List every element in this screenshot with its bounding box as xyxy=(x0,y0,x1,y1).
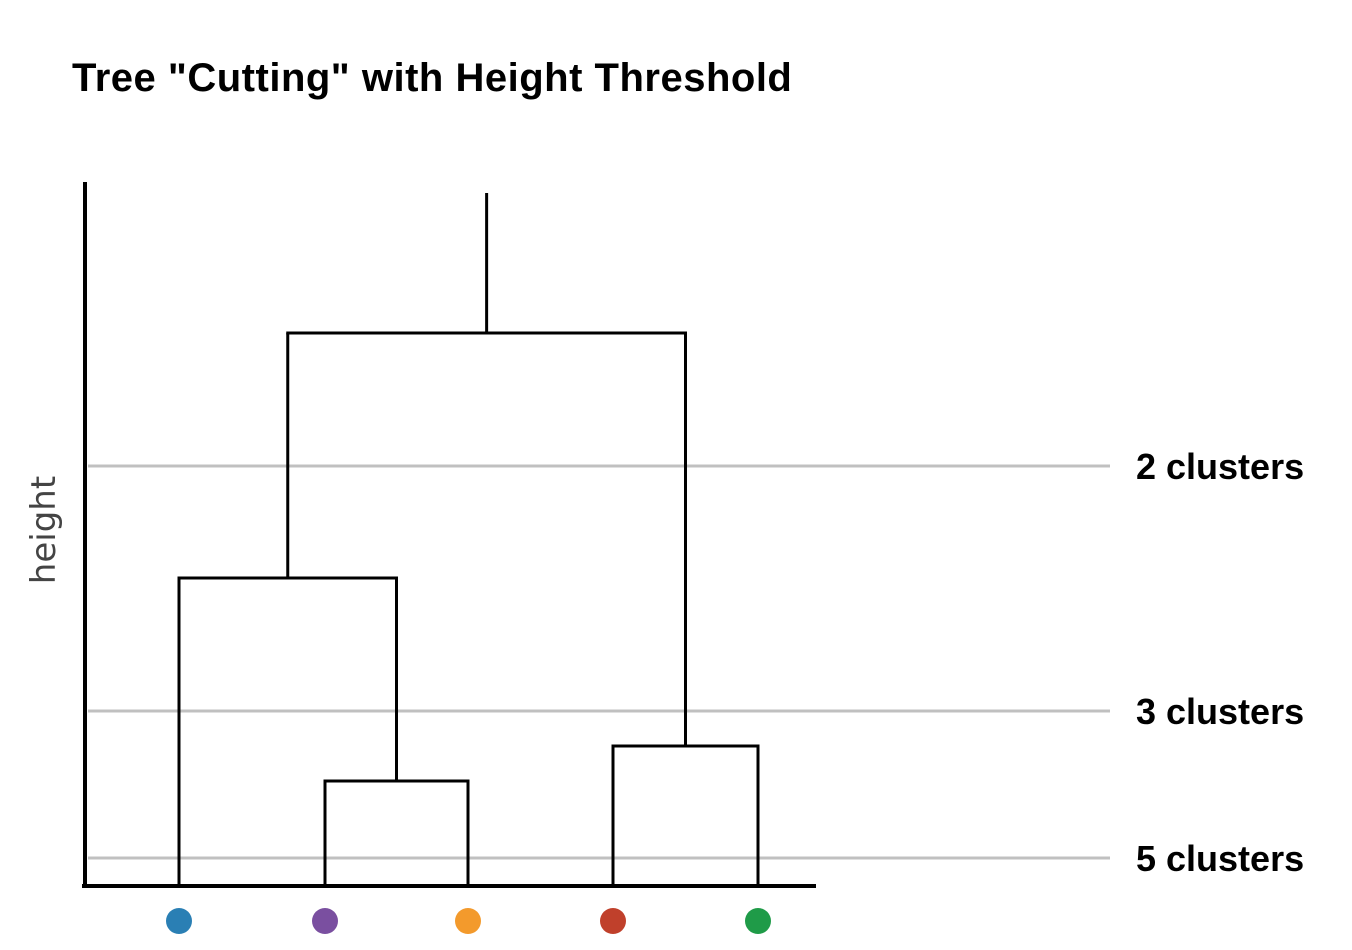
leaf-dot-3 xyxy=(455,908,481,934)
leaf-dot-5 xyxy=(745,908,771,934)
threshold-label-2: 3 clusters xyxy=(1136,691,1304,732)
threshold-labels: 2 clusters 3 clusters 5 clusters xyxy=(1136,446,1304,879)
threshold-label-3: 5 clusters xyxy=(1136,838,1304,879)
threshold-lines xyxy=(88,464,1110,860)
leaf-dot-2 xyxy=(312,908,338,934)
dendrogram-branches xyxy=(177,193,760,886)
diagram-title: Tree "Cutting" with Height Threshold xyxy=(72,56,793,100)
leaf-dot-4 xyxy=(600,908,626,934)
leaf-points xyxy=(166,908,771,934)
axes xyxy=(82,182,816,888)
leaf-dot-1 xyxy=(166,908,192,934)
threshold-label-1: 2 clusters xyxy=(1136,446,1304,487)
